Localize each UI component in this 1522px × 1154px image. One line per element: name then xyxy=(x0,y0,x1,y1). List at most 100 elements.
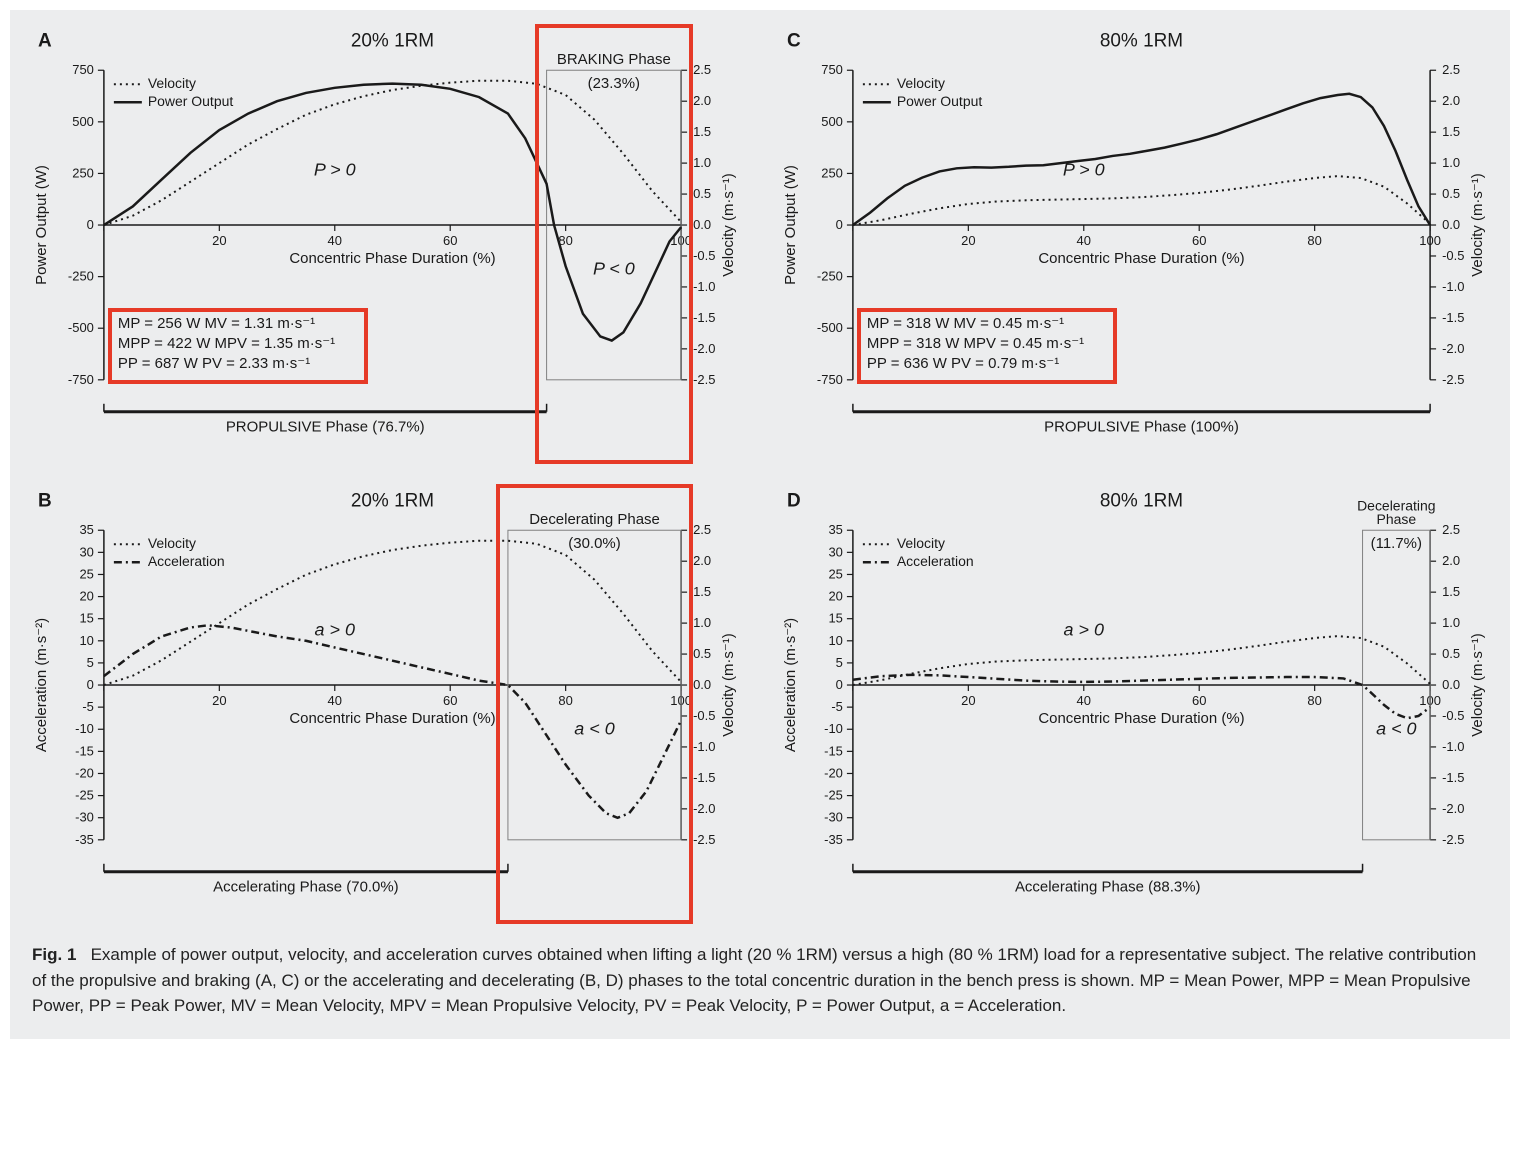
svg-text:20: 20 xyxy=(961,233,975,248)
panel-letter: D xyxy=(787,490,801,511)
phase-right-pct: (23.3%) xyxy=(588,75,640,92)
annotation-negative: P < 0 xyxy=(593,259,635,279)
svg-text:1.5: 1.5 xyxy=(693,124,711,139)
svg-text:2.5: 2.5 xyxy=(693,522,711,537)
annotation-positive: P > 0 xyxy=(1063,159,1105,179)
svg-text:-1.0: -1.0 xyxy=(693,279,715,294)
svg-text:2.0: 2.0 xyxy=(693,93,711,108)
legend-label: Velocity xyxy=(897,75,945,91)
svg-text:-1.0: -1.0 xyxy=(1442,739,1464,754)
phase-left-label: PROPULSIVE Phase (76.7%) xyxy=(226,419,425,436)
svg-text:1.0: 1.0 xyxy=(693,155,711,170)
svg-text:0: 0 xyxy=(87,677,94,692)
svg-text:1.5: 1.5 xyxy=(1442,584,1460,599)
panel-a: A20% 1RM-750-500-2500250500750-2.5-2.0-1… xyxy=(26,24,745,464)
svg-text:2.0: 2.0 xyxy=(1442,93,1460,108)
y-right-axis-label: Velocity (m·s⁻¹) xyxy=(720,633,737,737)
svg-text:5: 5 xyxy=(87,655,94,670)
svg-text:0.5: 0.5 xyxy=(1442,186,1460,201)
svg-text:1.0: 1.0 xyxy=(1442,615,1460,630)
svg-text:40: 40 xyxy=(328,233,342,248)
svg-text:0.0: 0.0 xyxy=(1442,217,1460,232)
svg-text:-25: -25 xyxy=(824,788,843,803)
annotation-positive: P > 0 xyxy=(314,159,356,179)
svg-text:-10: -10 xyxy=(824,721,843,736)
panel-grid: A20% 1RM-750-500-2500250500750-2.5-2.0-1… xyxy=(26,24,1494,924)
panel-title: 80% 1RM xyxy=(1100,490,1183,511)
svg-text:100: 100 xyxy=(1419,233,1441,248)
svg-text:1.5: 1.5 xyxy=(693,584,711,599)
y-left-axis-label: Acceleration (m·s⁻²) xyxy=(782,618,799,752)
svg-text:-1.5: -1.5 xyxy=(1442,310,1464,325)
svg-text:-500: -500 xyxy=(68,320,94,335)
phase-left-label: Accelerating Phase (70.0%) xyxy=(213,879,399,896)
svg-text:80: 80 xyxy=(1307,233,1321,248)
svg-text:250: 250 xyxy=(72,165,94,180)
stats-line: PP = 636 W PV = 0.79 m·s⁻¹ xyxy=(867,355,1059,372)
svg-text:10: 10 xyxy=(79,633,93,648)
x-axis-label: Concentric Phase Duration (%) xyxy=(1038,710,1244,727)
annotation-negative: a < 0 xyxy=(574,719,614,739)
svg-text:2.5: 2.5 xyxy=(693,62,711,77)
svg-text:60: 60 xyxy=(1192,233,1206,248)
svg-text:750: 750 xyxy=(821,62,843,77)
panel-title: 20% 1RM xyxy=(351,30,434,51)
series-line xyxy=(853,94,1430,225)
legend-label: Velocity xyxy=(148,75,196,91)
stats-line: MP = 318 W MV = 0.45 m·s⁻¹ xyxy=(867,315,1064,332)
x-axis-label: Concentric Phase Duration (%) xyxy=(289,250,495,267)
svg-text:80: 80 xyxy=(558,693,572,708)
svg-text:-0.5: -0.5 xyxy=(693,248,715,263)
svg-text:500: 500 xyxy=(72,114,94,129)
panel-title: 80% 1RM xyxy=(1100,30,1183,51)
svg-text:60: 60 xyxy=(443,693,457,708)
svg-text:750: 750 xyxy=(72,62,94,77)
svg-text:-250: -250 xyxy=(817,269,843,284)
svg-text:-0.5: -0.5 xyxy=(1442,708,1464,723)
svg-text:35: 35 xyxy=(79,522,93,537)
panel-letter: C xyxy=(787,30,801,51)
stats-line: MP = 256 W MV = 1.31 m·s⁻¹ xyxy=(118,315,315,332)
svg-text:-30: -30 xyxy=(824,810,843,825)
svg-text:-35: -35 xyxy=(824,832,843,847)
phase-right-label: BRAKING Phase xyxy=(557,51,671,68)
legend-label: Power Output xyxy=(897,93,983,109)
svg-text:-10: -10 xyxy=(75,721,94,736)
svg-text:-250: -250 xyxy=(68,269,94,284)
figure-label: Fig. 1 xyxy=(32,945,76,964)
svg-text:-1.5: -1.5 xyxy=(1442,770,1464,785)
phase-right-label: Decelerating Phase xyxy=(529,511,660,528)
svg-text:35: 35 xyxy=(828,522,842,537)
y-right-axis-label: Velocity (m·s⁻¹) xyxy=(1469,173,1486,277)
svg-text:-2.0: -2.0 xyxy=(693,801,715,816)
caption-text: Example of power output, velocity, and a… xyxy=(32,945,1476,1015)
svg-text:0: 0 xyxy=(836,217,843,232)
svg-text:5: 5 xyxy=(836,655,843,670)
svg-text:30: 30 xyxy=(828,544,842,559)
panel-d: D80% 1RM-35-30-25-20-15-10-5051015202530… xyxy=(775,484,1494,924)
svg-text:25: 25 xyxy=(828,566,842,581)
phase-left-label: Accelerating Phase (88.3%) xyxy=(1015,879,1201,896)
svg-text:-2.5: -2.5 xyxy=(1442,832,1464,847)
svg-text:-2.5: -2.5 xyxy=(1442,372,1464,387)
x-axis-label: Concentric Phase Duration (%) xyxy=(289,710,495,727)
legend-label: Acceleration xyxy=(897,553,974,569)
svg-text:25: 25 xyxy=(79,566,93,581)
panel-letter: A xyxy=(38,30,52,51)
svg-text:40: 40 xyxy=(1077,233,1091,248)
svg-text:1.0: 1.0 xyxy=(693,615,711,630)
svg-text:-30: -30 xyxy=(75,810,94,825)
svg-text:-5: -5 xyxy=(831,699,843,714)
svg-text:-1.0: -1.0 xyxy=(693,739,715,754)
svg-text:20: 20 xyxy=(212,693,226,708)
svg-text:-500: -500 xyxy=(817,320,843,335)
panel-title: 20% 1RM xyxy=(351,490,434,511)
svg-text:-20: -20 xyxy=(824,765,843,780)
svg-text:0.5: 0.5 xyxy=(693,186,711,201)
svg-text:-2.0: -2.0 xyxy=(1442,341,1464,356)
svg-text:15: 15 xyxy=(79,611,93,626)
svg-text:20: 20 xyxy=(961,693,975,708)
svg-text:2.0: 2.0 xyxy=(1442,553,1460,568)
svg-text:1.5: 1.5 xyxy=(1442,124,1460,139)
stats-line: MPP = 318 W MPV = 0.45 m·s⁻¹ xyxy=(867,335,1084,352)
